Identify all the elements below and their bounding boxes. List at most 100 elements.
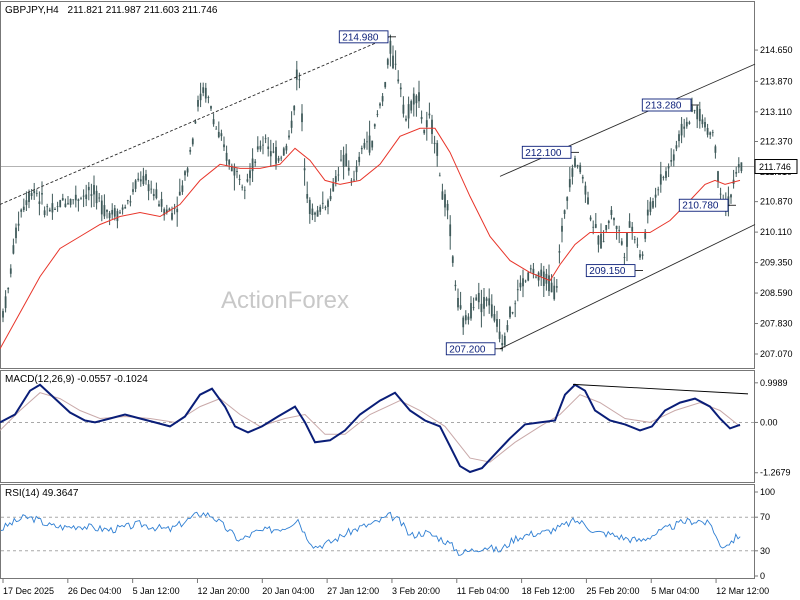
candle-body (680, 123, 683, 136)
time-tick-label: 27 Jan 12:00 (327, 586, 379, 596)
candle-body (132, 189, 134, 192)
candle-body (168, 208, 171, 212)
candle-body (74, 194, 77, 201)
candle-body (202, 87, 205, 93)
ohlc-text: 211.821 211.987 211.603 211.746 (68, 5, 218, 16)
candle-body (124, 207, 127, 209)
annotation-box (641, 98, 692, 112)
rsi-tick-label: 0 (760, 571, 765, 581)
price-tick-label: 207.830 (760, 319, 793, 329)
candle-body (46, 206, 49, 208)
candle-body (137, 178, 140, 180)
candle-body (186, 168, 189, 173)
candle-body (514, 303, 517, 305)
candle-body (740, 162, 743, 171)
candle-body (90, 194, 93, 196)
candle-body (230, 165, 233, 172)
candle-body (67, 202, 69, 204)
candle-body (355, 166, 358, 173)
candle-body (683, 126, 686, 129)
candle-body (298, 79, 301, 81)
annotation-box (338, 30, 389, 44)
candle-body (321, 202, 324, 204)
candle-body (675, 145, 678, 149)
candle-body (433, 142, 436, 145)
candle-body (22, 206, 25, 210)
candle-body (389, 40, 392, 54)
candle-body (368, 135, 371, 153)
candle-body (397, 79, 400, 82)
candle-body (623, 257, 626, 258)
candle-body (620, 241, 623, 245)
candle-body (615, 225, 618, 230)
candle-body (719, 193, 722, 195)
candle-body (20, 209, 23, 212)
candle-body (490, 304, 493, 317)
candle-body (428, 113, 431, 116)
candle-body (98, 197, 101, 199)
candle-body (275, 146, 277, 164)
price-tick-label: 209.350 (760, 258, 793, 268)
rsi-line (0, 511, 741, 556)
macd-tick-label: 0.00 (760, 417, 778, 427)
time-tick-label: 12 Mar 12:00 (716, 586, 769, 596)
candle-body (467, 316, 470, 320)
candle-body (594, 224, 597, 228)
candle-body (134, 180, 137, 189)
candle-body (171, 213, 173, 220)
candle-body (444, 194, 446, 208)
candle-body (327, 200, 329, 207)
time-tick-label: 20 Jan 04:00 (262, 586, 314, 596)
candle-body (100, 200, 103, 215)
macd-axis: 0.9989 0.00 -1.2679 (754, 378, 791, 478)
candle-body (420, 116, 423, 120)
time-tick-label: 3 Feb 20:00 (392, 586, 440, 596)
candle-body (496, 319, 498, 327)
candle-body (155, 189, 158, 199)
candle-body (613, 217, 615, 221)
candle-body (626, 232, 628, 247)
candle-body (667, 166, 670, 169)
candle-body (636, 244, 639, 246)
candle-body (678, 134, 680, 142)
candle-body (516, 289, 519, 291)
rsi-lines (0, 511, 741, 556)
candle-body (345, 153, 348, 167)
candle-body (103, 205, 106, 217)
candle-body (139, 179, 142, 182)
candle-body (415, 95, 418, 104)
candle-body (386, 59, 389, 65)
candle-body (38, 201, 41, 205)
annotation-label: 213.280 (645, 101, 682, 112)
rsi-pane-frame (0, 484, 755, 579)
candle-body (566, 197, 569, 201)
candle-body (652, 201, 654, 208)
channel-line (499, 224, 756, 350)
candle-body (600, 233, 602, 249)
candle-body (649, 201, 652, 212)
macd-pane-frame (0, 370, 755, 483)
candle-body (350, 180, 353, 182)
candle-body (254, 161, 257, 163)
candle-body (392, 55, 394, 69)
candle-body (532, 268, 535, 275)
dashed-trendline (0, 36, 391, 205)
candle-body (233, 167, 236, 176)
macd-trendline (572, 383, 749, 395)
candle-body (238, 178, 241, 180)
candle-body (220, 133, 223, 137)
candle-body (579, 165, 582, 173)
candle-body (376, 114, 379, 115)
candle-body (290, 120, 293, 128)
candle-body (285, 145, 288, 151)
candle-body (657, 189, 660, 191)
candle-body (498, 331, 501, 339)
candle-body (602, 241, 605, 243)
candle-body (116, 211, 119, 222)
candle-body (277, 158, 280, 161)
price-axis: 214.650213.870213.110212.370211.610210.8… (754, 45, 798, 359)
candle-body (431, 119, 433, 135)
candle-body (30, 193, 33, 196)
candle-body (308, 199, 311, 214)
candle-body (54, 209, 56, 210)
